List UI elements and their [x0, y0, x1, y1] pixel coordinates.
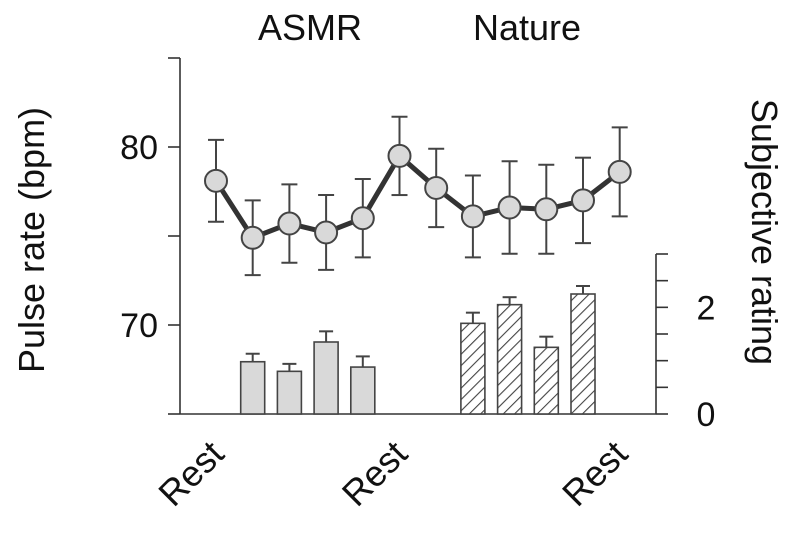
pulse-point	[607, 159, 632, 184]
group-label-asmr: ASMR	[258, 7, 362, 48]
pulse-point	[277, 211, 302, 236]
nature-rating-bar	[460, 322, 486, 415]
rating-bars	[239, 285, 596, 415]
pulse-point	[534, 197, 559, 222]
nature-rating-bar	[570, 293, 596, 415]
pulse-point	[204, 168, 228, 193]
x-tick-label-rest: Rest	[554, 433, 635, 514]
asmr-rating-bar	[276, 370, 303, 415]
left-axis: 70 80 Pulse rate (bpm)	[11, 57, 656, 415]
x-tick-labels: Rest Rest Rest	[150, 433, 635, 514]
pulse-point	[314, 220, 339, 245]
left-axis-label: Pulse rate (bpm)	[11, 107, 52, 373]
asmr-rating-bar	[313, 341, 339, 415]
pulse-line	[213, 153, 622, 241]
right-axis: 0 2 Subjective rating	[655, 99, 785, 434]
pulse-point	[350, 206, 375, 231]
x-tick-label-rest: Rest	[334, 433, 415, 514]
asmr-rating-bar	[239, 360, 266, 415]
group-label-nature: Nature	[473, 7, 581, 48]
left-tick-label: 80	[120, 129, 158, 167]
nature-rating-bar	[533, 346, 560, 415]
nature-rating-bar	[496, 303, 523, 415]
left-tick-label: 70	[120, 307, 158, 345]
pulse-point	[387, 143, 412, 168]
pulse-point	[424, 175, 449, 200]
pulse-point	[460, 204, 485, 229]
pulse-point	[497, 195, 522, 220]
pulse-series	[204, 115, 632, 277]
pulse-point	[571, 188, 595, 213]
right-axis-label: Subjective rating	[744, 99, 785, 365]
right-tick-label: 0	[697, 396, 716, 434]
right-tick-label: 2	[697, 289, 716, 327]
pulse-point	[240, 225, 265, 250]
x-tick-label-rest: Rest	[150, 433, 231, 514]
asmr-rating-bar	[349, 366, 376, 415]
